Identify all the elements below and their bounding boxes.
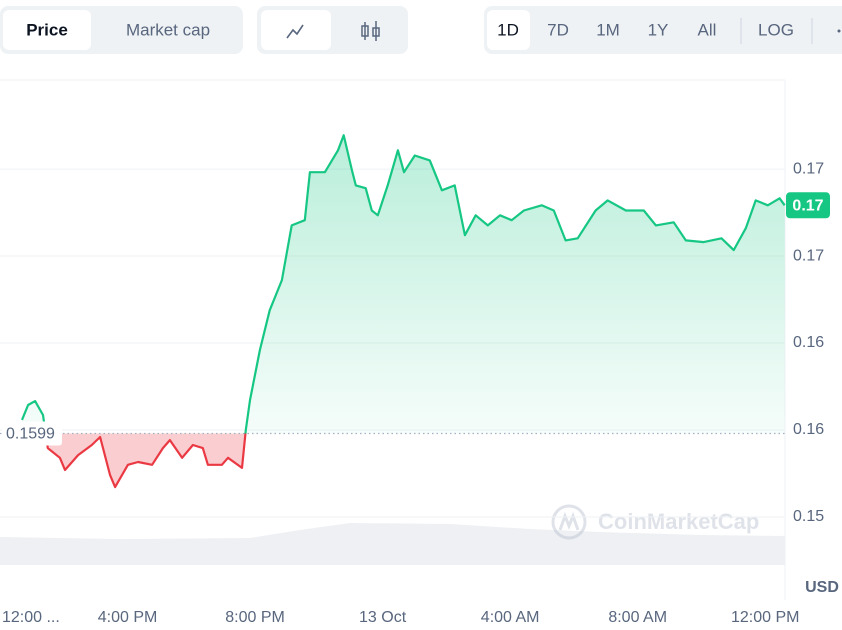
currency-label: USD [805,579,839,596]
plot [0,134,786,489]
chart-style-toggle [257,6,408,54]
y-tick-label: 0.17 [793,160,824,177]
x-tick-label: 12:00 ... [2,609,60,626]
active-tab[interactable] [3,10,91,50]
more-icon[interactable] [837,29,841,33]
x-tick-label: 8:00 AM [608,609,667,626]
line-button[interactable] [261,10,331,50]
y-tick-label: 0.15 [793,508,824,525]
active-range[interactable] [487,10,530,50]
x-tick-label: 8:00 PM [225,609,285,626]
x-tick-label: 13 Oct [359,609,407,626]
volume-area [0,523,785,565]
x-tick-label: 4:00 AM [481,609,540,626]
toggle-bg [484,6,842,54]
price-line [20,134,786,489]
y-tick-label: 0.17 [793,247,824,264]
price-tab[interactable]: Price [26,20,68,39]
watermark-text: CoinMarketCap [598,509,759,534]
line-icon [286,24,304,39]
x-tick-label: 4:00 PM [98,609,158,626]
metric-toggle: Price Market cap [0,6,243,54]
range-button[interactable]: 1M [596,20,620,39]
range-button[interactable]: 7D [547,20,569,39]
last-price-label: 0.17 [792,197,823,214]
range-button[interactable]: 1Y [648,20,669,39]
candle-icon[interactable] [361,21,380,41]
reference-label-bg [2,421,62,446]
watermark: CoinMarketCap [551,504,759,540]
x-tick-label: 12:00 PM [731,609,799,626]
range-button[interactable]: 1D [497,20,519,39]
y-tick-label: 0.16 [793,421,824,438]
price-area [22,135,785,488]
reference-label: 0.1599 [6,426,55,443]
labels: 0.15 0.16 0.16 0.17 0.17 12:00 ... 4:00 PM 8:00… [2,160,830,626]
y-tick-label: 0.16 [793,334,824,351]
last-price-badge [786,192,830,219]
market-cap-tab[interactable]: Market cap [126,20,210,39]
log-button[interactable]: LOG [758,20,794,39]
range-toggle: 1D 7D 1M 1Y All LOG [484,6,842,54]
range-button[interactable]: All [698,20,717,39]
